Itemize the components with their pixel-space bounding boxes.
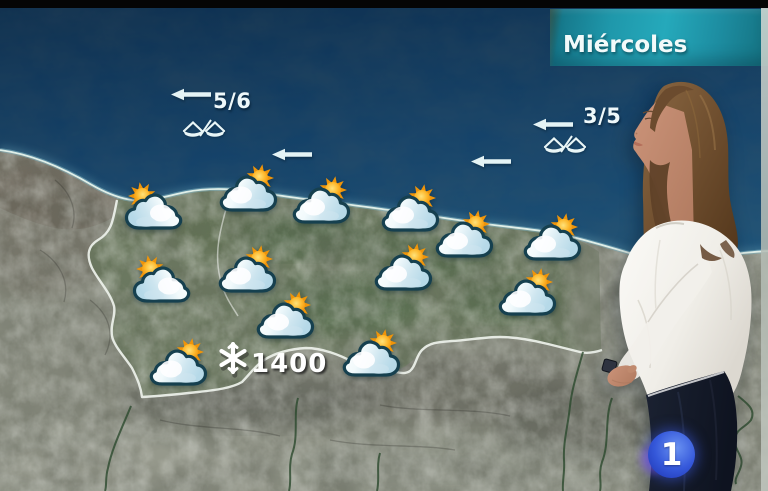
sun-behind-cloud-icon [149,338,208,386]
south-borders [104,351,754,491]
weather-icon [149,338,211,388]
wind-speed-label: 3/5 [583,104,622,128]
snowflake-icon [217,341,249,378]
weather-icon [121,182,183,232]
letterbox-bar [0,0,768,8]
channel-logo-label: 1 [660,436,683,473]
sun-behind-cloud-icon [523,213,582,261]
weather-icon [498,268,560,318]
sun-behind-cloud-icon [381,184,440,232]
river-line [216,201,239,317]
weather-icon [256,291,318,341]
wind-arrow-icon [171,86,211,101]
weather-icon [435,210,497,260]
terrain-ridges [39,179,511,451]
snow-level-value: 1400 [251,349,328,379]
sun-behind-cloud-icon [124,182,183,230]
day-banner: Miércoles [550,9,768,66]
presenter-lips [634,141,643,147]
sun-behind-cloud-icon [342,329,401,377]
weather-icon [374,243,436,293]
wind-arrow-icon [471,153,511,168]
day-banner-label: Miércoles [563,32,688,58]
channel-1-icon: 1 [648,431,695,478]
sun-behind-cloud-icon [292,176,351,224]
weather-icon [292,176,354,226]
wind-speed-label: 5/6 [213,89,252,113]
weather-icon [218,245,280,295]
weather-icon [129,255,191,305]
sea-state-icon [542,135,588,153]
sun-behind-cloud-icon [374,243,433,291]
weather-icon [342,329,404,379]
wind-arrow-icon [533,116,573,131]
sun-behind-cloud-icon [256,291,315,339]
channel-logo: 1 [636,426,700,486]
wind-arrow-icon [272,146,312,161]
sun-behind-cloud-icon [435,210,494,258]
sun-behind-cloud-icon [219,164,278,212]
weather-icon [523,213,585,263]
weather-icon [381,184,443,234]
sun-behind-cloud-icon [132,255,191,303]
presenter-arm [617,252,712,381]
video-edge-strip [761,8,768,491]
sun-behind-cloud-icon [218,245,277,293]
sea-state-icon [181,119,227,137]
region-border [87,199,603,399]
weather-icon [219,164,281,214]
sun-behind-cloud-icon [498,268,557,316]
